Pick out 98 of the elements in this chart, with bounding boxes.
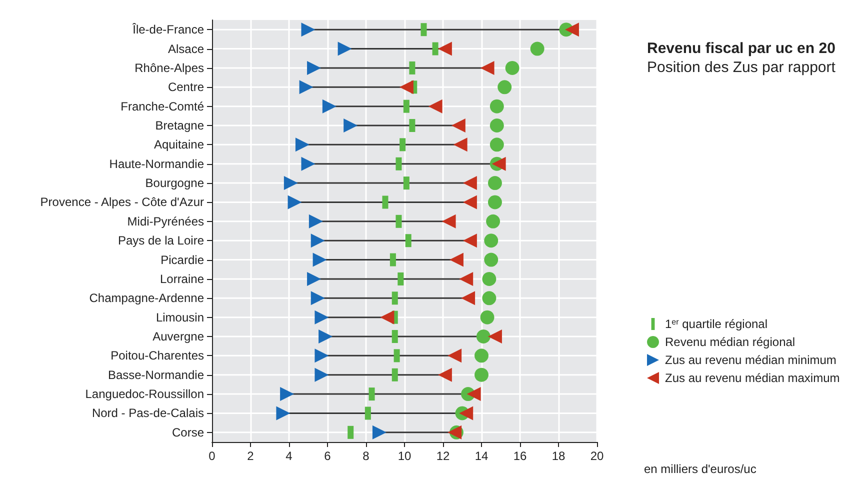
point — [314, 348, 329, 363]
x-tick-label: 0 — [208, 449, 216, 463]
point — [428, 99, 442, 114]
point — [307, 60, 322, 75]
y-tick-label: Lorraine — [160, 272, 204, 286]
point — [288, 195, 302, 210]
y-tick-label: Rhône-Alpes — [134, 60, 204, 75]
x-tick-label: 10 — [398, 449, 412, 463]
point — [462, 176, 477, 190]
point — [308, 214, 323, 228]
point — [276, 406, 290, 420]
y-tick-label: Aquitaine — [154, 138, 204, 152]
y-tick-label: Bretagne — [155, 118, 204, 132]
x-tick-label: 2 — [247, 449, 254, 463]
point — [453, 138, 468, 152]
y-tick-label: Languedoc-Roussillon — [85, 387, 204, 402]
legend-label: Zus au revenu médian minimum — [665, 353, 836, 367]
y-tick-label: Poitou-Charentes — [110, 348, 204, 363]
y-tick-label: Alsace — [168, 42, 204, 56]
point — [438, 368, 452, 382]
point — [314, 368, 329, 382]
x-tick-label: 4 — [286, 449, 293, 463]
y-tick-label: Centre — [168, 80, 204, 94]
point — [438, 42, 452, 56]
point — [466, 387, 481, 402]
point — [482, 291, 496, 306]
legend-label: Zus au revenu médian maximum — [665, 371, 840, 385]
point — [310, 291, 325, 306]
point — [284, 176, 298, 190]
point — [488, 195, 502, 210]
point — [442, 214, 456, 228]
point — [488, 176, 502, 190]
point — [505, 60, 520, 75]
y-tick-label: Pays de la Loire — [118, 234, 204, 248]
point — [280, 387, 294, 402]
point — [482, 272, 496, 286]
x-axis-title: en milliers d'euros/uc — [644, 462, 756, 476]
y-tick-label: Corse — [172, 425, 204, 440]
text: Revenu fiscal par uc en 20 — [647, 40, 836, 57]
y-tick-label: Champagne-Ardenne — [89, 291, 204, 306]
point — [299, 80, 314, 94]
x-tick-label: 16 — [513, 449, 527, 463]
point — [530, 42, 544, 56]
point — [314, 310, 329, 324]
x-tick-label: 12 — [436, 449, 450, 463]
point — [480, 310, 494, 324]
point — [490, 118, 504, 132]
y-tick-label: Bourgogne — [145, 176, 204, 190]
y-tick-label: Limousin — [156, 310, 204, 324]
point — [459, 272, 474, 286]
x-tick-label: 18 — [552, 449, 566, 463]
text: Position des Zus par rapport — [647, 59, 836, 76]
point — [449, 252, 464, 267]
y-tick-label: Nord - Pas-de-Calais — [92, 406, 204, 420]
y-tick-label: Midi-Pyrénées — [127, 214, 204, 228]
point — [461, 291, 476, 306]
point — [322, 99, 336, 114]
point — [488, 330, 502, 344]
point — [498, 80, 512, 94]
point — [338, 42, 352, 56]
point — [490, 138, 504, 152]
point — [462, 195, 477, 210]
point — [312, 252, 327, 267]
y-tick-label: Haute-Normandie — [109, 156, 204, 171]
y-tick-label: Île-de-France — [132, 22, 204, 37]
point — [484, 252, 498, 267]
x-tick-label: 14 — [474, 449, 488, 463]
x-tick-label: 6 — [324, 449, 332, 463]
point — [448, 348, 462, 363]
point — [490, 99, 504, 114]
x-tick-label: 8 — [362, 449, 370, 463]
point — [344, 118, 358, 132]
y-tick-label: Franche-Comté — [120, 99, 204, 114]
point — [307, 272, 322, 286]
point — [372, 425, 386, 440]
y-tick-label: Auvergne — [152, 330, 204, 344]
point — [310, 234, 325, 248]
point — [474, 348, 488, 363]
y-tick-label: Basse-Normandie — [108, 368, 204, 382]
point — [451, 118, 466, 132]
point — [462, 234, 477, 248]
point — [295, 138, 310, 152]
point — [380, 310, 394, 324]
y-tick-label: Provence - Alpes - Côte d'Azur — [40, 195, 204, 210]
point — [476, 330, 490, 344]
y-tick-label: Picardie — [160, 252, 204, 267]
point — [318, 330, 333, 344]
point — [484, 234, 498, 248]
point — [301, 22, 316, 37]
x-tick-label: 20 — [590, 449, 604, 463]
legend-label: Revenu médian régional — [665, 335, 796, 349]
point — [480, 60, 494, 75]
point — [399, 80, 414, 94]
point — [459, 406, 474, 420]
point — [301, 156, 316, 171]
point — [486, 214, 500, 228]
point — [564, 22, 579, 37]
point — [474, 368, 488, 382]
